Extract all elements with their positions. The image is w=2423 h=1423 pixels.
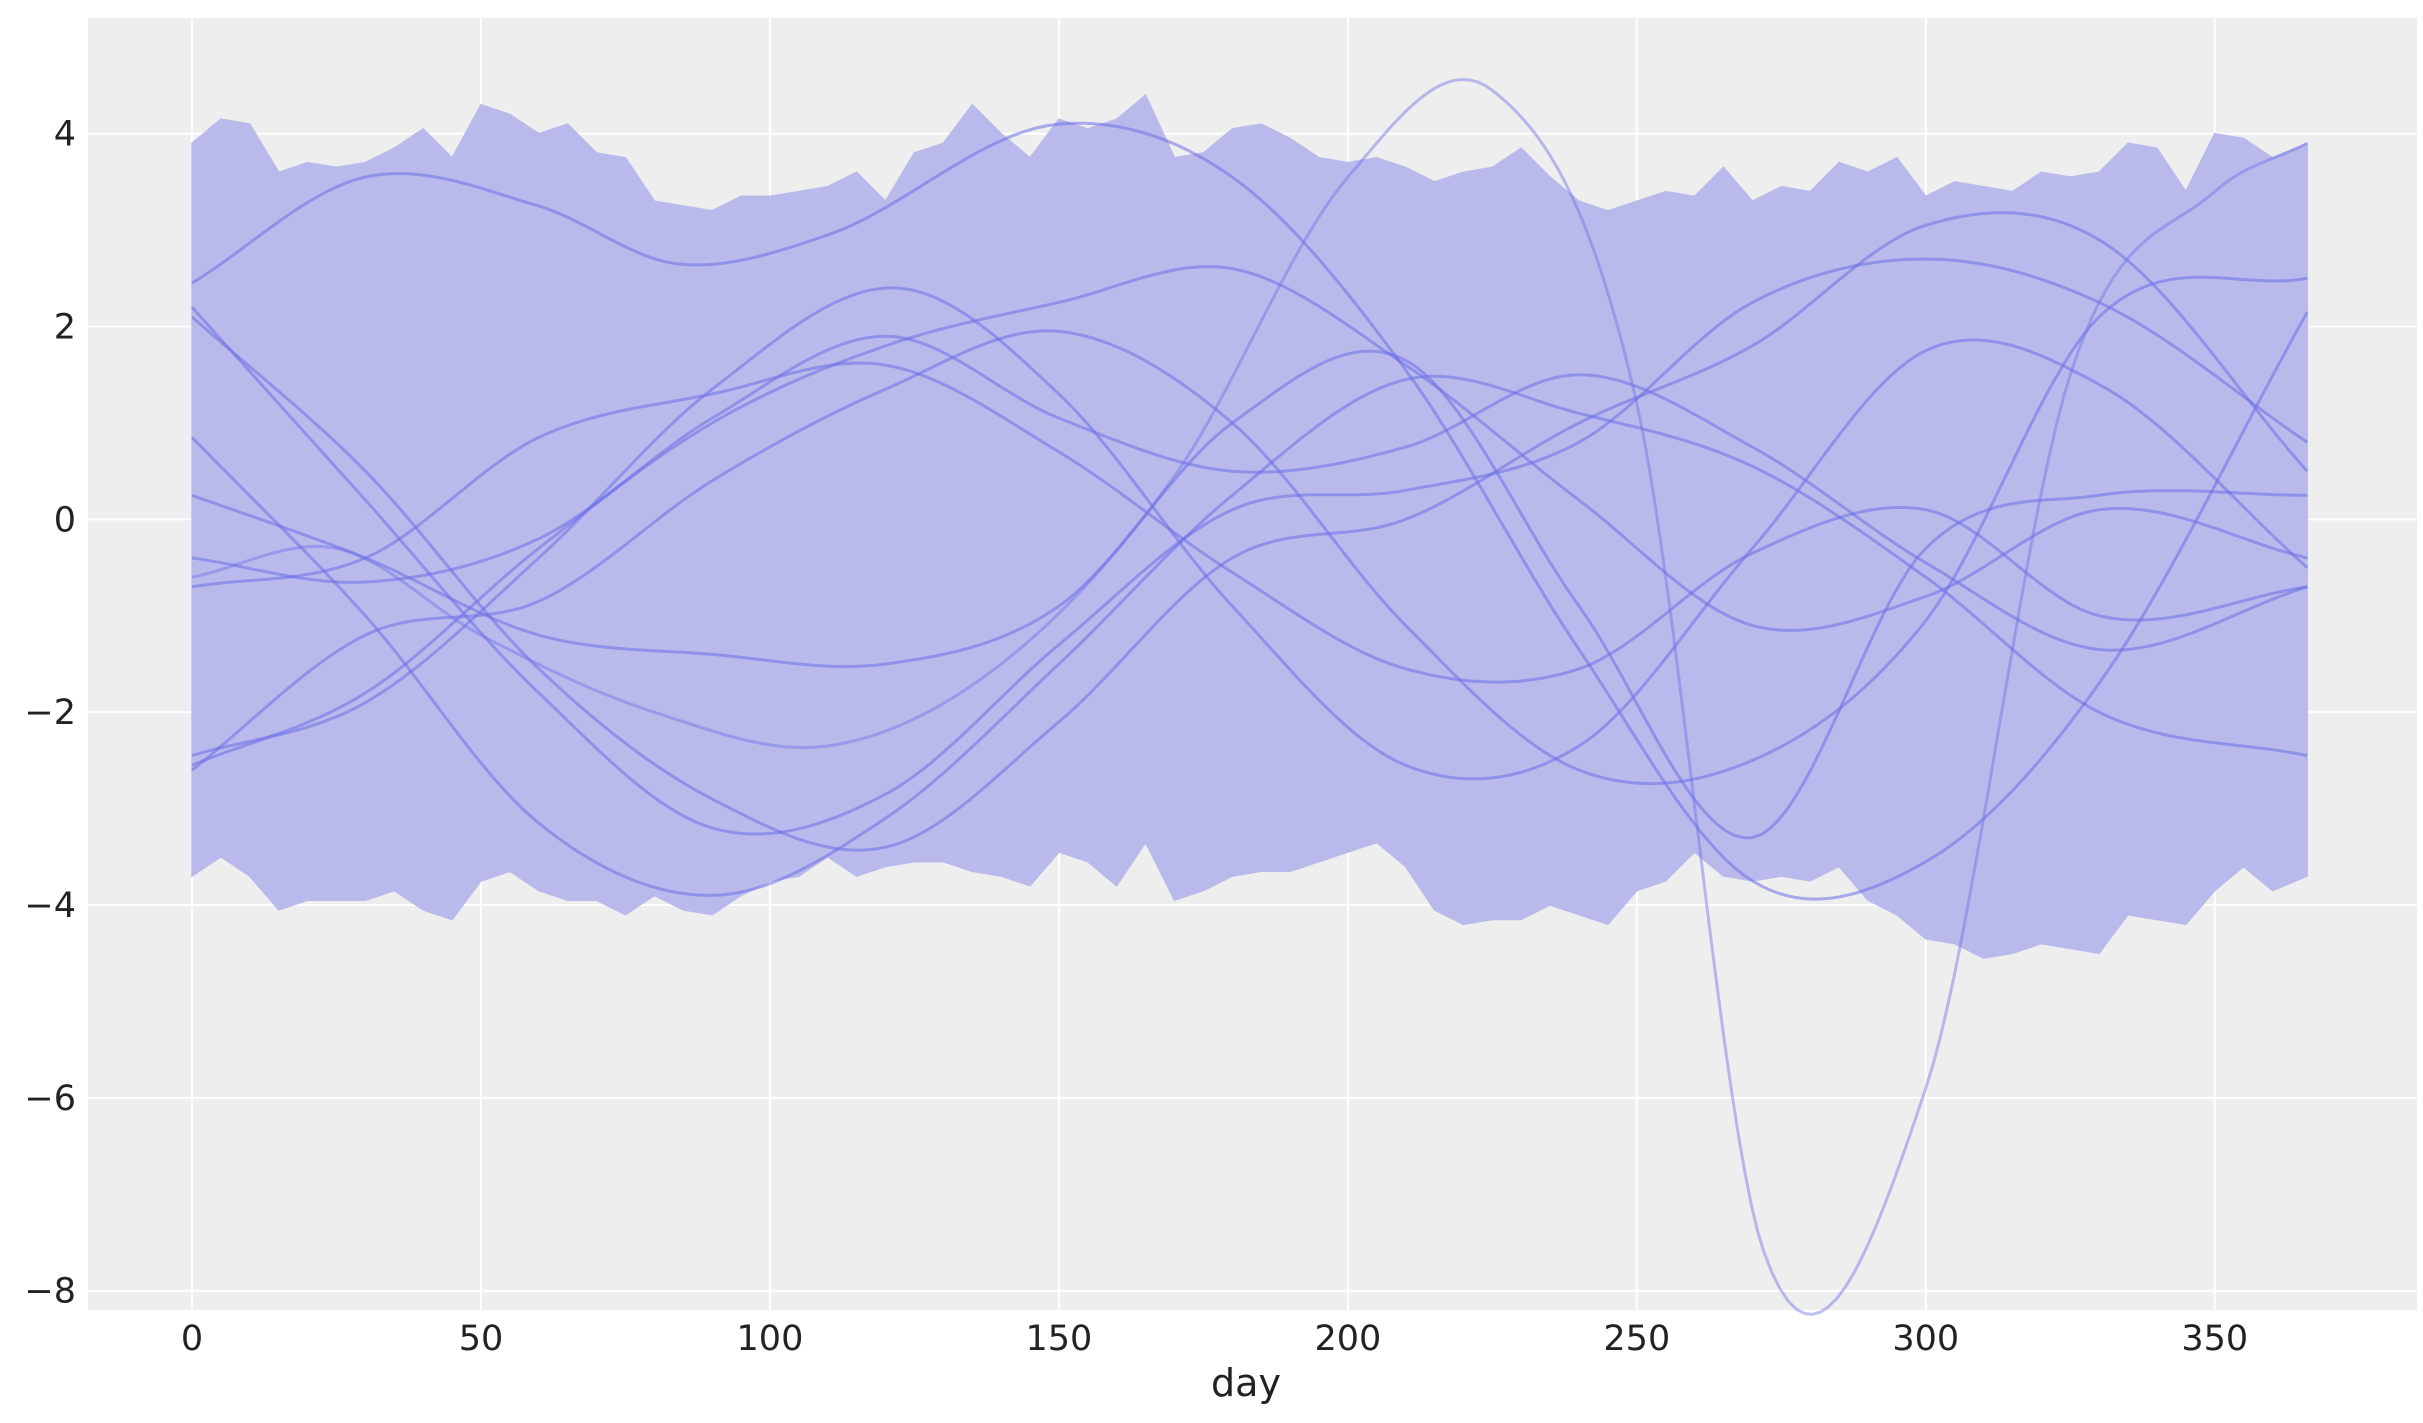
series-line	[191, 275, 2308, 786]
x-tick-label: 100	[737, 1319, 804, 1359]
x-axis-ticks: 0 50 100 150 200 250 300 350	[181, 1319, 2248, 1359]
y-axis-ticks: 4 2 0 −2 −4 −6 −8	[24, 115, 76, 1312]
series-line	[191, 361, 2308, 684]
series-line	[191, 286, 2309, 781]
y-tick-label: −4	[24, 886, 76, 926]
y-tick-label: 0	[54, 500, 76, 540]
x-tick-label: 300	[1892, 1319, 1959, 1359]
series-line	[190, 257, 2309, 836]
y-tick-label: −2	[24, 693, 76, 733]
x-tick-label: 200	[1314, 1319, 1381, 1359]
x-tick-label: 350	[2181, 1319, 2248, 1359]
x-tick-label: 0	[181, 1319, 203, 1359]
band-area	[191, 93, 2308, 959]
x-tick-label: 50	[459, 1319, 504, 1359]
series-line	[191, 334, 2308, 652]
series-line	[191, 77, 2308, 1316]
y-tick-label: 2	[54, 308, 76, 348]
y-tick-label: 4	[54, 115, 76, 155]
series-layer	[190, 77, 2309, 1316]
series-line	[191, 265, 2308, 767]
x-axis-title: day	[1211, 1361, 1281, 1405]
x-tick-label: 250	[1603, 1319, 1670, 1359]
series-line	[191, 121, 2309, 901]
series-line	[190, 374, 2308, 897]
x-tick-label: 150	[1025, 1319, 1092, 1359]
y-tick-label: −6	[24, 1079, 76, 1119]
series-line	[191, 211, 2309, 852]
band-layer	[191, 93, 2308, 959]
y-tick-label: −8	[24, 1272, 76, 1312]
